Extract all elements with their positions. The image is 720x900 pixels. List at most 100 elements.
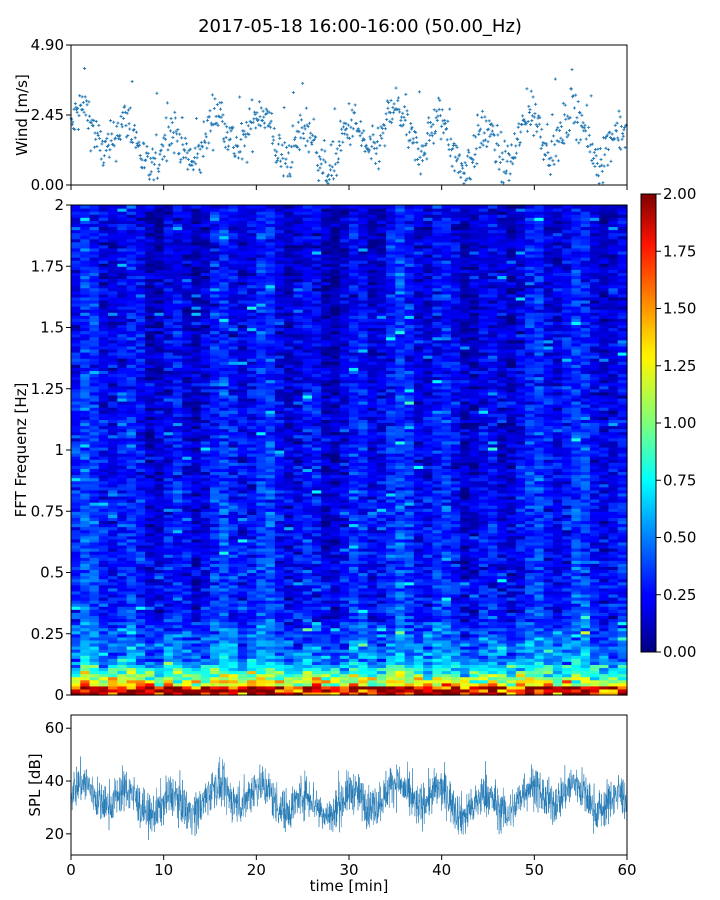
spectrogram-cell [172, 649, 183, 653]
wind-point [347, 102, 351, 106]
wind-panel: 0.002.454.90 Wind [m/s] [13, 36, 628, 194]
wind-point [469, 177, 473, 181]
wind-point [204, 135, 208, 139]
spectrogram-cell [562, 627, 572, 632]
spectrogram-cell [441, 627, 452, 632]
spectrogram-cell [191, 642, 202, 647]
wind-point [363, 149, 367, 153]
wind-point [177, 151, 181, 155]
spectrogram-cell [126, 679, 137, 684]
spectrogram-cell [163, 636, 174, 641]
spectrogram-cell [237, 630, 248, 635]
wind-point [223, 145, 227, 149]
spectrogram-cell [219, 642, 230, 647]
spectrogram-cell [562, 670, 572, 675]
wind-point [405, 109, 409, 113]
spectrogram-cell [339, 624, 350, 629]
spectrogram-cell [339, 682, 350, 687]
wind-point [113, 136, 117, 140]
spectrogram-cell [145, 670, 155, 675]
wind-point [415, 140, 419, 144]
wind-point [581, 125, 585, 129]
spectrogram-cell [413, 642, 424, 647]
wind-point [509, 143, 513, 147]
spectrogram-cell [525, 630, 535, 635]
spectrogram-cell [256, 664, 267, 669]
spectrogram-cell [534, 688, 545, 693]
spectrogram-cell [497, 652, 508, 656]
spectrogram-cell [154, 676, 165, 681]
wind-point [240, 157, 244, 161]
spectrogram-cell [284, 646, 294, 650]
spectrogram-cell [571, 673, 582, 678]
spectrogram-cell [210, 661, 220, 665]
spectrogram-cell [478, 633, 489, 638]
wind-point [133, 136, 137, 140]
spectrogram-cell [534, 679, 545, 684]
spectrogram-cell [608, 627, 619, 632]
spectrogram-cell [200, 655, 211, 659]
spectrogram-cell [395, 627, 406, 632]
wind-point [110, 132, 114, 136]
spectrogram-cell [191, 691, 202, 696]
spectrogram-cell [191, 688, 202, 693]
spectrogram-cell [330, 688, 341, 693]
spectrogram-cell [358, 676, 369, 681]
spectrogram-cell [247, 670, 257, 675]
wind-point [204, 132, 208, 136]
spectrogram-cell [293, 652, 304, 656]
spectrogram-cell [117, 627, 128, 632]
spectrogram-cell [302, 685, 313, 690]
wind-point [206, 118, 210, 122]
spectrogram-cell [228, 642, 239, 647]
spectrogram-cell [552, 679, 563, 684]
wind-point [298, 148, 302, 152]
spectrogram-cell [182, 630, 193, 635]
wind-point [348, 143, 352, 147]
spectrogram-cell [311, 673, 322, 678]
wind-point [450, 164, 454, 168]
wind-point [243, 144, 247, 148]
spectrogram-cell [608, 679, 619, 684]
spectrogram-cell [237, 667, 248, 672]
spectrogram-cell [386, 630, 396, 635]
wind-point [388, 120, 392, 124]
spectrogram-cell [488, 679, 498, 684]
wind-point [602, 136, 606, 140]
spectrogram-cell [247, 633, 257, 638]
wind-point [525, 87, 529, 91]
wind-point [143, 166, 147, 170]
wind-point [566, 133, 570, 137]
spectrogram-cell [191, 682, 202, 687]
spectrogram-cell [543, 649, 554, 653]
spectrogram-cell [571, 652, 582, 656]
spectrogram-cell [404, 636, 415, 641]
wind-point [89, 121, 93, 125]
spectrogram-cell [71, 642, 81, 647]
spectrogram-cell [182, 636, 193, 641]
spectrogram-cell [182, 667, 193, 672]
spectrogram-cell [367, 670, 378, 675]
wind-point [471, 158, 475, 162]
spectrogram-cell [247, 691, 257, 696]
spectrogram-cell [441, 646, 452, 650]
spectrogram-cell [506, 655, 517, 659]
spectrogram-cell [441, 655, 452, 659]
wind-point [608, 130, 612, 134]
spectrogram-cell [330, 673, 341, 678]
spectrogram-cell [450, 682, 461, 687]
spectrogram-cell [450, 658, 461, 662]
spectrogram-cell [515, 636, 526, 641]
spectrogram-cell [571, 655, 582, 659]
spectrogram-cell [413, 649, 424, 653]
spectrogram-cell [450, 652, 461, 656]
spectrogram-cell [302, 633, 313, 638]
wind-point [165, 159, 169, 163]
wind-point [199, 140, 203, 144]
spectrogram-cell [552, 636, 563, 641]
wind-point [484, 119, 488, 123]
wind-point [253, 112, 257, 116]
spectrogram-cell [330, 639, 341, 644]
wind-point [118, 137, 122, 141]
spectrogram-cell [488, 639, 498, 644]
